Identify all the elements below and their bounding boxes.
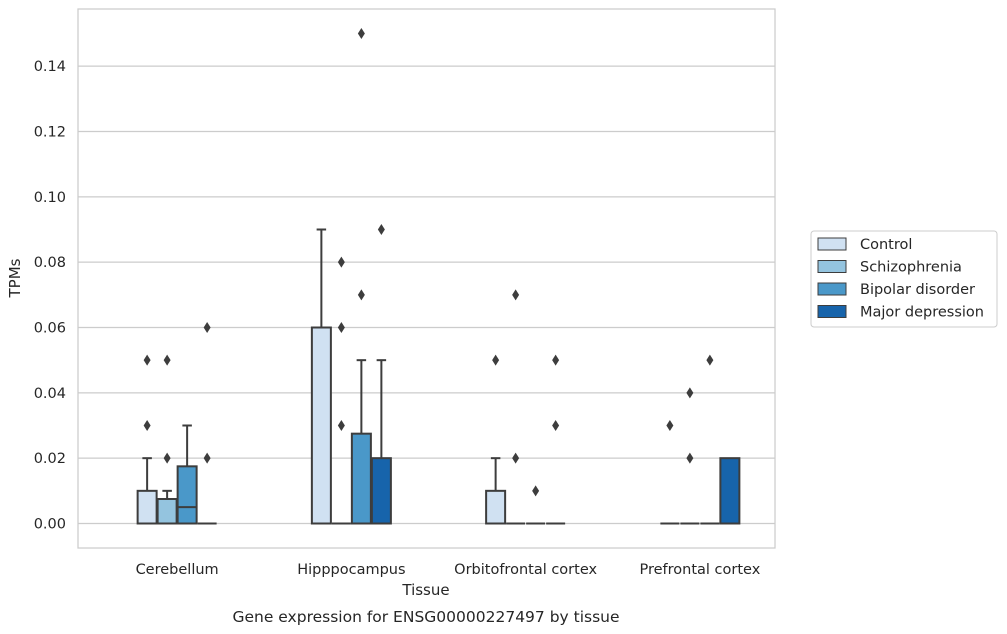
outlier-point xyxy=(686,452,694,464)
outlier-point xyxy=(512,452,520,464)
outlier-point xyxy=(706,354,714,366)
outlier-point xyxy=(163,354,171,366)
y-tick-label: 0.14 xyxy=(34,59,66,75)
outlier-point xyxy=(357,28,365,39)
outlier-point xyxy=(143,420,151,431)
box-0-2 xyxy=(176,424,198,525)
outlier-point xyxy=(532,485,540,497)
outlier-point xyxy=(337,256,345,268)
outlier-point xyxy=(666,420,674,431)
box-3-0 xyxy=(660,420,680,525)
legend-swatch xyxy=(817,282,847,296)
box-1-1 xyxy=(331,256,351,525)
box-0-0 xyxy=(136,354,158,525)
y-tick-label: 0.02 xyxy=(34,451,66,467)
outlier-point xyxy=(686,387,694,399)
box-3-1 xyxy=(680,387,700,525)
box-rect xyxy=(719,457,741,525)
y-tick-label: 0.04 xyxy=(34,386,66,402)
y-tick-label: 0.10 xyxy=(34,190,66,206)
plot-frame xyxy=(77,8,776,549)
box-rect xyxy=(350,432,372,525)
x-tick-label: Prefrontal cortex xyxy=(639,562,760,578)
outlier-point xyxy=(143,354,151,366)
outlier-point xyxy=(337,322,345,333)
legend-label: Bipolar disorder xyxy=(860,282,975,298)
legend-frame xyxy=(810,230,998,328)
legend-label: Schizophrenia xyxy=(860,260,962,276)
y-tick-label: 0.12 xyxy=(34,125,66,141)
y-tick-label: 0.00 xyxy=(34,517,66,533)
y-tick-label: 0.06 xyxy=(34,321,66,337)
box-2-3 xyxy=(546,354,566,525)
outlier-point xyxy=(552,420,560,431)
box-rect xyxy=(156,498,178,525)
box-2-1 xyxy=(506,289,526,525)
box-0-3 xyxy=(197,322,217,525)
legend-label: Control xyxy=(860,237,912,253)
box-rect xyxy=(136,489,158,525)
box-rect xyxy=(485,489,507,525)
y-tick-label: 0.08 xyxy=(34,255,66,271)
box-rect xyxy=(176,465,198,525)
legend-swatch xyxy=(817,305,847,318)
box-2-0 xyxy=(485,354,507,525)
chart-caption: Gene expression for ENSG00000227497 by t… xyxy=(232,608,619,626)
outlier-point xyxy=(552,354,560,366)
box-1-0 xyxy=(310,228,332,525)
legend-label: Major depression xyxy=(860,305,984,321)
outlier-point xyxy=(203,452,211,464)
box-3-3 xyxy=(719,457,741,525)
outlier-point xyxy=(203,322,211,333)
box-rect xyxy=(370,457,392,525)
box-0-1 xyxy=(156,354,178,525)
box-2-2 xyxy=(526,485,546,525)
legend-swatch xyxy=(817,237,847,251)
x-axis-label: Tissue xyxy=(401,581,449,599)
y-axis-ticks: 0.00 0.02 0.04 0.06 0.08 0.10 0.12 0.14 xyxy=(34,59,66,532)
y-axis-label: TPMs xyxy=(6,258,24,298)
box-1-2 xyxy=(350,28,372,525)
legend: Control Schizophrenia Bipolar disorder Majo… xyxy=(810,230,998,328)
x-tick-label: Hipppocampus xyxy=(297,562,405,578)
outlier-point xyxy=(357,289,365,301)
box-3-2 xyxy=(700,354,720,525)
box-1-3 xyxy=(370,224,392,525)
legend-swatch xyxy=(817,260,847,273)
x-axis-ticks: Cerebellum Hipppocampus Orbitofrontal cort… xyxy=(136,562,761,578)
box-series-group xyxy=(136,28,741,525)
x-tick-label: Cerebellum xyxy=(136,562,219,578)
x-tick-label: Orbitofrontal cortex xyxy=(454,562,597,578)
grid-lines xyxy=(78,65,775,525)
outlier-point xyxy=(337,420,345,431)
outlier-point xyxy=(512,289,520,301)
outlier-point xyxy=(492,354,500,366)
outlier-point xyxy=(377,224,385,235)
outlier-point xyxy=(163,452,171,464)
box-rect xyxy=(310,326,332,525)
